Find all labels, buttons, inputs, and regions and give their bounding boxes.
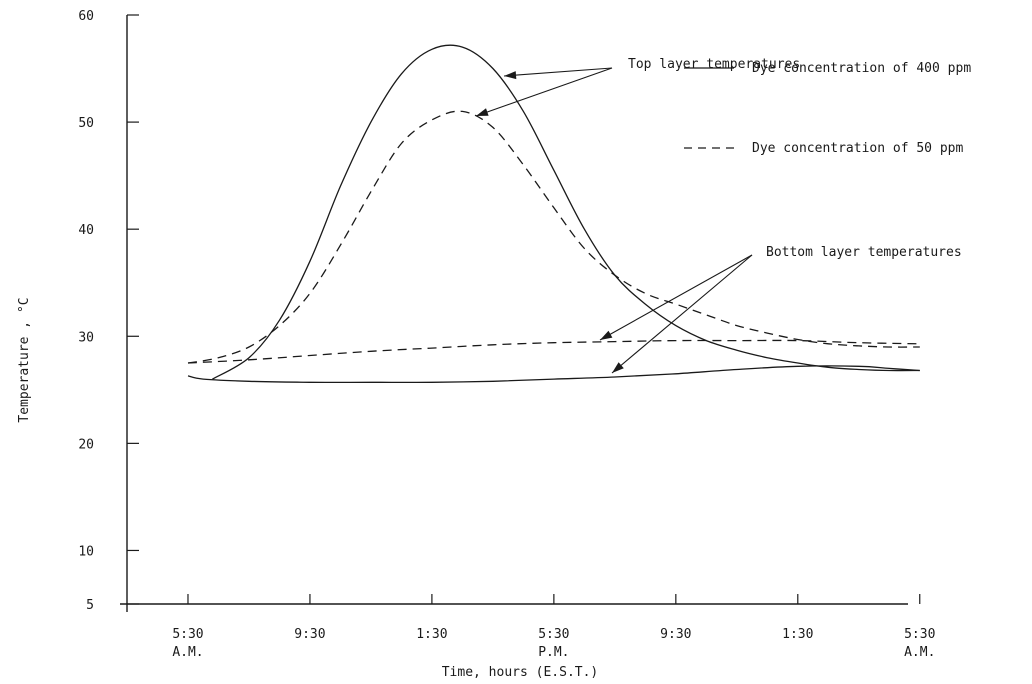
x-tick-label: 5:30 — [172, 627, 203, 642]
annotation-bottom-layer: Bottom layer temperatures — [766, 245, 962, 260]
arrow-top-50ppm — [475, 67, 613, 117]
arrow-bottom-400ppm — [611, 254, 753, 374]
legend-label-50ppm: Dye concentration of 50 ppm — [752, 141, 963, 156]
x-tick-label-period: A.M. — [172, 645, 203, 660]
arrow-top-400ppm-head — [504, 71, 517, 80]
arrow-bottom-50ppm — [599, 254, 753, 341]
series-top-50ppm — [187, 110, 920, 364]
y-tick-label: 5 — [86, 598, 94, 613]
x-axis-title: Time, hours (E.S.T.) — [442, 665, 599, 680]
y-tick-label: 30 — [78, 330, 94, 345]
y-tick-label: 10 — [78, 544, 94, 559]
x-tick-label-period: P.M. — [538, 645, 569, 660]
x-tick-label: 9:30 — [660, 627, 691, 642]
arrow-bottom-50ppm-head — [600, 330, 613, 340]
series-bottom-50ppm — [187, 339, 920, 364]
arrow-top-400ppm — [503, 67, 613, 77]
x-tick-label: 9:30 — [294, 627, 325, 642]
arrow-bottom-400ppm-head — [612, 362, 624, 373]
series-top-400ppm — [212, 44, 920, 380]
x-tick-label: 5:30 — [538, 627, 569, 642]
annotation-top-layer: Top layer temperatures — [628, 57, 800, 72]
arrow-top-50ppm-head — [476, 108, 489, 116]
y-axis-title: Temperature , °C — [17, 297, 32, 422]
x-tick-label: 1:30 — [782, 627, 813, 642]
x-tick-label: 5:30 — [904, 627, 935, 642]
annotation-layer — [475, 67, 753, 374]
y-tick-label: 40 — [78, 223, 94, 238]
axes-layer: 5 10 20 30 40 50 60 5:30 A.M. 9:30 1:30 5:30 P.M. 9:3… — [78, 9, 935, 660]
x-tick-label-period: A.M. — [904, 645, 935, 660]
series-bottom-400ppm — [187, 365, 920, 384]
series-layer — [187, 44, 920, 384]
legend-label-400ppm: Dye concentration of 400 ppm — [752, 61, 971, 76]
legend: Dye concentration of 400 ppm Dye concent… — [684, 61, 971, 156]
x-tick-label: 1:30 — [416, 627, 447, 642]
y-tick-label: 50 — [78, 116, 94, 131]
y-tick-label: 60 — [78, 9, 94, 24]
y-tick-label: 20 — [78, 437, 94, 452]
